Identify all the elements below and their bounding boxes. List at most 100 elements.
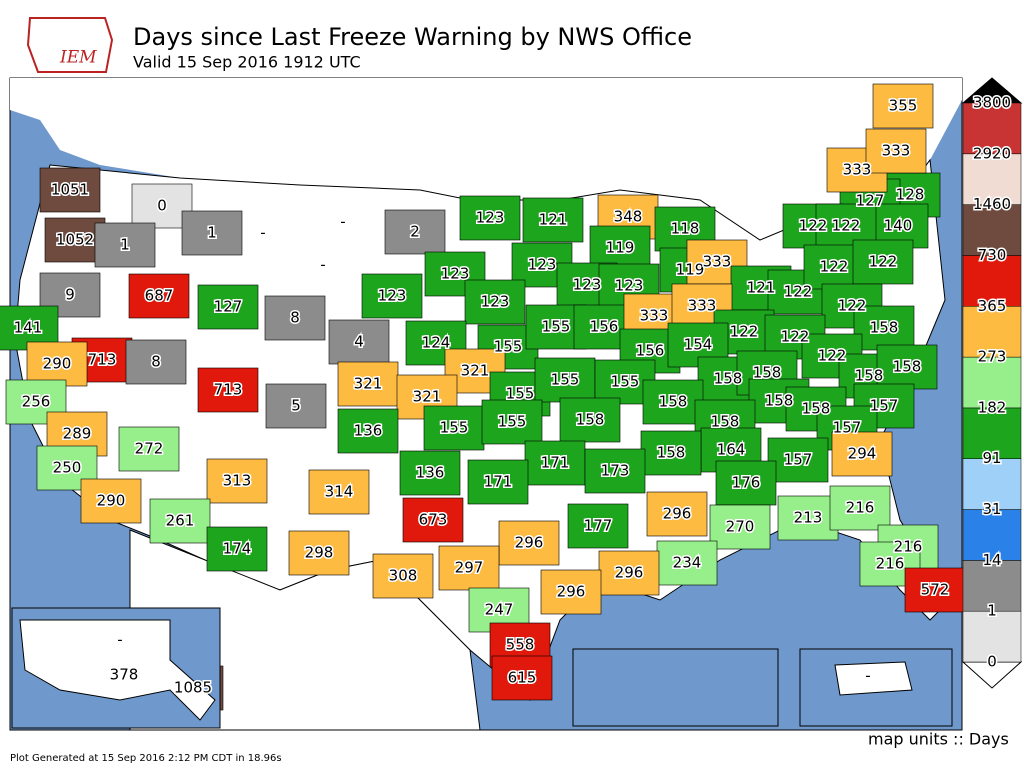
colorbar-label: 1 xyxy=(987,602,997,620)
region xyxy=(777,495,839,541)
office-label: 158 xyxy=(659,393,688,411)
office-label: 154 xyxy=(684,336,713,354)
logo-text: IEM xyxy=(59,48,97,68)
alaska xyxy=(19,619,216,721)
office-label: 158 xyxy=(765,392,794,410)
office-label: 5 xyxy=(291,397,301,415)
region xyxy=(206,458,268,504)
office-label: 118 xyxy=(671,220,700,238)
colorbar-box xyxy=(962,306,1022,358)
office-label: 121 xyxy=(539,211,568,229)
colorbar-label: 14 xyxy=(982,551,1001,569)
region xyxy=(467,459,529,505)
region xyxy=(94,222,156,268)
office-label: 9 xyxy=(65,286,75,304)
region xyxy=(459,195,521,241)
colorbar-box xyxy=(962,204,1022,256)
office-label: 119 xyxy=(606,239,635,257)
office-label: 123 xyxy=(528,256,557,274)
office-label: 321 xyxy=(413,388,442,406)
office-label: 158 xyxy=(657,444,686,462)
region xyxy=(80,478,142,524)
region xyxy=(646,491,708,537)
office-label: 378 xyxy=(110,666,139,684)
colorbar: 0 1 14 31 91 182 273 365 730 1460 2920 3800 xyxy=(961,77,1023,689)
office-label: 1085 xyxy=(174,679,212,697)
region xyxy=(852,239,914,285)
region xyxy=(372,553,434,599)
office-label: 157 xyxy=(870,397,899,415)
office-label: 8 xyxy=(290,309,300,327)
office-label: 122 xyxy=(730,323,759,341)
region xyxy=(197,367,259,413)
colorbar-label: 730 xyxy=(978,246,1007,264)
office-label: 157 xyxy=(833,419,862,437)
colorbar-box xyxy=(962,102,1022,155)
office-label: 615 xyxy=(508,669,537,687)
office-label: 158 xyxy=(576,411,605,429)
region xyxy=(181,210,243,256)
region xyxy=(361,273,423,319)
office-label: 155 xyxy=(542,318,571,336)
office-label: 333 xyxy=(640,307,669,325)
colorbar-box xyxy=(962,153,1022,205)
region xyxy=(39,167,101,213)
office-label: 1052 xyxy=(56,231,94,249)
office-label: 155 xyxy=(498,413,527,431)
colorbar-box xyxy=(962,610,1022,663)
office-label: 0 xyxy=(157,197,167,215)
region xyxy=(567,503,629,549)
colorbar-box xyxy=(962,255,1022,307)
office-label: 173 xyxy=(601,462,630,480)
office-label: 158 xyxy=(870,319,899,337)
office-label: 122 xyxy=(781,328,810,346)
office-label: 1 xyxy=(120,236,130,254)
title: Days since Last Freeze Warning by NWS Of… xyxy=(133,23,692,51)
office-label: 158 xyxy=(855,367,884,385)
region xyxy=(559,397,621,443)
office-label: 289 xyxy=(63,425,92,443)
colorbar-label: 0 xyxy=(987,653,997,671)
region xyxy=(384,209,446,255)
region xyxy=(904,567,966,613)
office-label: 155 xyxy=(494,338,523,356)
office-label: 136 xyxy=(354,422,383,440)
office-label: 174 xyxy=(223,540,252,558)
canada xyxy=(10,78,962,240)
office-label: 155 xyxy=(611,373,640,391)
region xyxy=(829,485,891,531)
region xyxy=(498,520,560,566)
office-label: 158 xyxy=(711,413,740,431)
office-label: - xyxy=(260,224,265,242)
office-label: 247 xyxy=(485,601,514,619)
office-label: 156 xyxy=(636,342,665,360)
region xyxy=(584,448,646,494)
region xyxy=(642,379,704,425)
office-label: 256 xyxy=(22,393,51,411)
office-label: 296 xyxy=(663,505,692,523)
region xyxy=(39,272,101,318)
office-label: 673 xyxy=(419,511,448,529)
region xyxy=(522,197,584,243)
office-label: 124 xyxy=(422,334,451,352)
office-label: 127 xyxy=(856,192,885,210)
office-label: 687 xyxy=(145,287,174,305)
region xyxy=(872,83,934,129)
office-label: 122 xyxy=(838,297,867,315)
region xyxy=(337,408,399,454)
office-label: 216 xyxy=(846,499,875,517)
region xyxy=(767,437,829,483)
units: map units :: Days xyxy=(868,730,1009,749)
colorbar-box xyxy=(962,560,1022,612)
region xyxy=(491,655,553,701)
region xyxy=(831,431,893,477)
office-label: 213 xyxy=(794,509,823,527)
office-label: 123 xyxy=(476,209,505,227)
colorbar-label: 3800 xyxy=(973,94,1011,112)
office-label: 713 xyxy=(88,351,117,369)
office-label: 127 xyxy=(214,298,243,316)
office-label: 158 xyxy=(893,358,922,376)
office-label: 164 xyxy=(717,441,746,459)
region xyxy=(464,279,526,325)
region xyxy=(438,545,500,591)
